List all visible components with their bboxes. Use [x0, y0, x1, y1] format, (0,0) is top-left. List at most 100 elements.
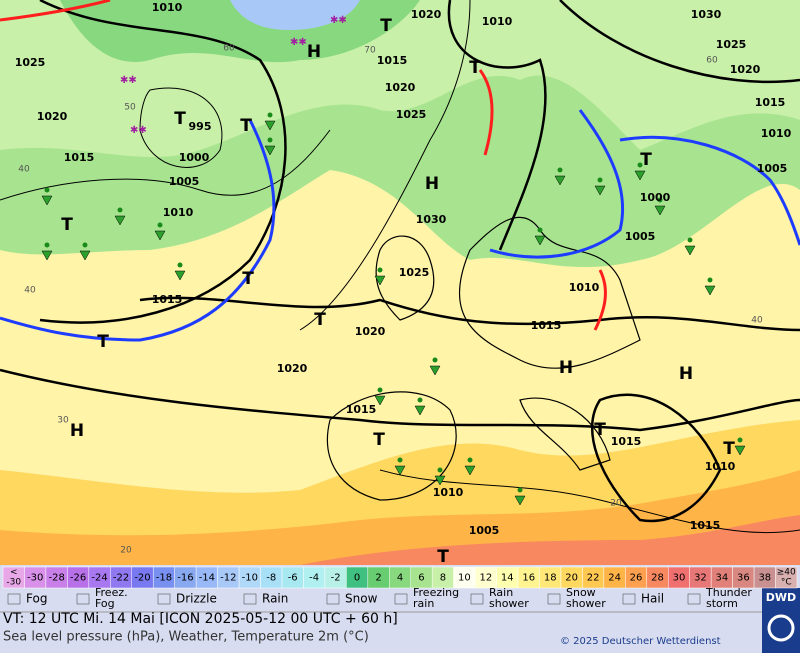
- isobar-label: 1020: [730, 63, 761, 76]
- isobar-label: 1025: [396, 108, 427, 121]
- legend-icon: [394, 593, 408, 605]
- scale-label: 28: [651, 573, 664, 584]
- shower-symbol: [264, 120, 276, 131]
- shower-symbol: [634, 170, 646, 181]
- shower-symbol: [594, 185, 606, 196]
- isobar: [0, 368, 800, 432]
- isobar: [139, 296, 800, 332]
- warm-front: [0, 0, 111, 22]
- map-hot-area: [300, 515, 800, 565]
- rain-symbol: [377, 387, 383, 393]
- rain-symbol: [397, 457, 403, 463]
- scale-label: -6: [288, 573, 298, 584]
- isobar-label: 1005: [757, 162, 788, 175]
- rain-symbol: [737, 437, 743, 443]
- scale-label: -16: [177, 573, 193, 584]
- low-pressure-label: T: [314, 310, 326, 330]
- scale-label: 12: [479, 573, 492, 584]
- high-pressure-label: H: [679, 364, 693, 384]
- shower-symbol: [394, 465, 406, 476]
- isobar-label: 1015: [152, 293, 183, 306]
- temperature-contour-label: 40: [24, 286, 36, 296]
- high-pressure-label: H: [307, 42, 321, 62]
- isobar-label: 1015: [346, 403, 377, 416]
- snow-symbol: ✱✱: [330, 15, 347, 26]
- logo-swirl: [767, 614, 795, 642]
- isobar: [559, 0, 800, 84]
- legend-label: shower: [489, 597, 529, 610]
- low-pressure-label: T: [242, 269, 254, 289]
- scale-label: °C: [781, 578, 792, 588]
- cold-front: [619, 135, 800, 246]
- rain-symbol: [557, 167, 563, 173]
- isobar-label: 1015: [690, 519, 721, 532]
- scale-label: 36: [737, 573, 750, 584]
- high-pressure-label: H: [559, 358, 573, 378]
- isobar-label: 1025: [15, 56, 46, 69]
- isobar-label: 1010: [163, 206, 194, 219]
- scale-label: 20: [565, 573, 578, 584]
- rain-symbol: [157, 222, 163, 228]
- warm-front: [593, 269, 607, 331]
- valid-time: VT: 12 UTC Mi. 14 Mai [ICON 2025-05-12 0…: [3, 611, 398, 627]
- legend-icon: [243, 593, 257, 605]
- scale-label: 24: [608, 573, 621, 584]
- shower-symbol: [734, 445, 746, 456]
- isobar-label: 1020: [355, 325, 386, 338]
- shower-symbol: [704, 285, 716, 296]
- legend-label: Freez.: [95, 586, 128, 599]
- legend-label: Rain: [262, 592, 288, 606]
- shower-symbol: [554, 175, 566, 186]
- legend-label: Hail: [641, 592, 664, 606]
- warm-front: [478, 69, 494, 156]
- scale-label: -14: [199, 573, 215, 584]
- shower-symbol: [374, 275, 386, 286]
- legend-label: Fog: [26, 592, 47, 606]
- shower-symbol: [414, 405, 426, 416]
- scale-label: 16: [522, 573, 535, 584]
- isobar-label: 1010: [569, 281, 600, 294]
- rain-symbol: [657, 197, 663, 203]
- map-cold-area: [230, 0, 360, 30]
- isobar-label: 1010: [482, 15, 513, 28]
- legend-label: Snow: [345, 592, 378, 606]
- low-pressure-label: T: [240, 116, 252, 136]
- temperature-contour-label: 70: [364, 46, 376, 56]
- rain-symbol: [44, 187, 50, 193]
- scale-label: 4: [397, 573, 403, 584]
- shower-symbol: [434, 475, 446, 486]
- isobar-label: 1015: [611, 435, 642, 448]
- rain-symbol: [707, 277, 713, 283]
- isobar-label: 1015: [377, 54, 408, 67]
- isobar: [299, 0, 471, 331]
- high-pressure-label: H: [425, 174, 439, 194]
- high-pressure-label: H: [70, 421, 84, 441]
- scale-label: 26: [630, 573, 643, 584]
- legend-label: rain: [413, 597, 434, 610]
- scale-label: 38: [758, 573, 771, 584]
- scale-label: 34: [716, 573, 729, 584]
- temperature-contour-label: 40: [751, 316, 763, 326]
- temperature-contour-label: 40: [18, 165, 30, 175]
- isobar-label: 1020: [385, 81, 416, 94]
- temperature-contour-label: 60: [706, 56, 718, 66]
- scale-label: 6: [418, 573, 424, 584]
- rain-symbol: [432, 357, 438, 363]
- snow-symbol: ✱✱: [290, 37, 307, 48]
- isobar-label: 1010: [433, 486, 464, 499]
- scale-label: 10: [458, 573, 471, 584]
- coastline: [326, 216, 641, 501]
- rain-symbol: [417, 397, 423, 403]
- isobar-label: 1000: [640, 191, 671, 204]
- low-pressure-label: T: [469, 58, 481, 78]
- isobar-label: 1015: [531, 319, 562, 332]
- rain-symbol: [467, 457, 473, 463]
- isobar-label: 1000: [179, 151, 210, 164]
- legend-label: Thunder: [705, 586, 752, 599]
- scale-label: -30: [6, 578, 21, 588]
- low-pressure-label: T: [437, 547, 449, 567]
- rain-symbol: [44, 242, 50, 248]
- low-pressure-label: T: [594, 420, 606, 440]
- rain-symbol: [517, 487, 523, 493]
